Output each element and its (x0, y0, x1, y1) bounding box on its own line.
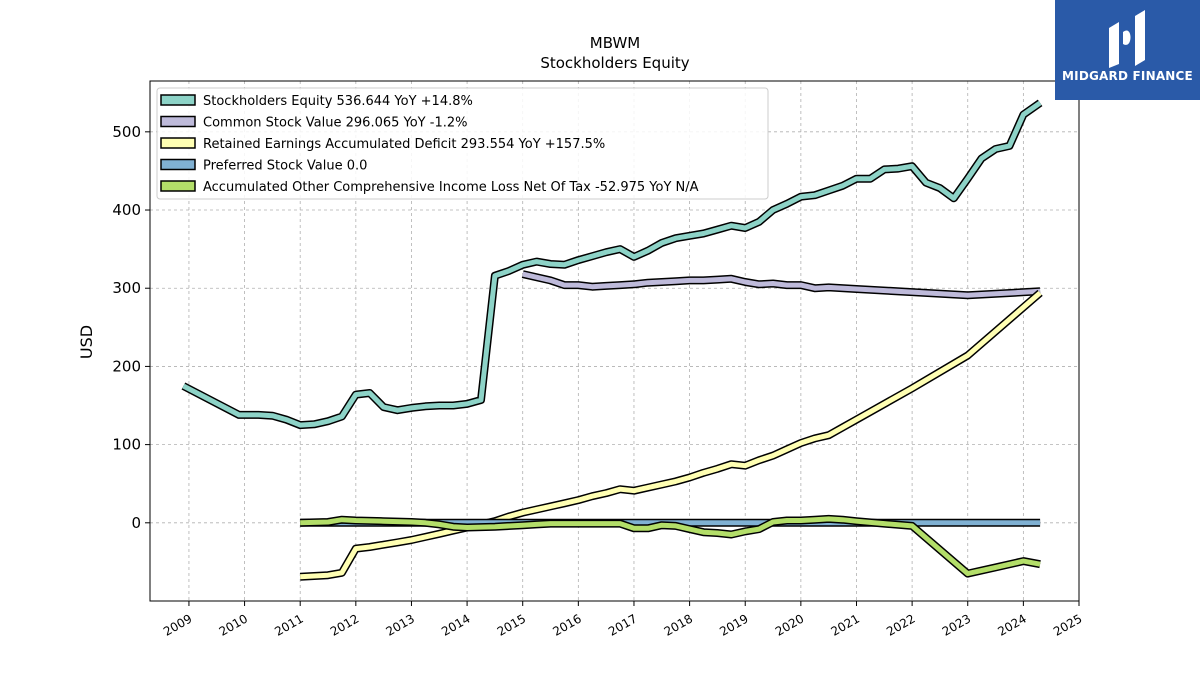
y-tick-label: 400 (112, 201, 141, 219)
series-layer (181, 99, 1043, 581)
y-tick-label: 300 (112, 279, 141, 297)
brand-name: MIDGARD FINANCE (1062, 69, 1193, 83)
y-axis-label: USD (77, 325, 96, 359)
chart-subtitle: Stockholders Equity (540, 54, 689, 72)
series-line (300, 291, 1042, 580)
series-line (522, 271, 1041, 298)
legend-label: Retained Earnings Accumulated Deficit 29… (203, 137, 605, 152)
midgard-logo-icon (1109, 10, 1145, 68)
y-tick-label: 100 (112, 436, 141, 454)
series-2 (299, 289, 1043, 581)
series-1 (521, 270, 1041, 300)
legend-label: Accumulated Other Comprehensive Income L… (203, 180, 699, 195)
y-tick-label: 200 (112, 357, 141, 375)
series-0 (181, 99, 1043, 430)
legend-label: Common Stock Value 296.065 YoY -1.2% (203, 116, 467, 131)
chart-title: MBWM (590, 34, 640, 52)
legend-swatch (160, 158, 196, 171)
legend-label: Stockholders Equity 536.644 YoY +14.8% (203, 94, 473, 109)
legend-swatch (160, 180, 196, 192)
y-tick-label: 0 (131, 514, 141, 532)
legend-swatch (160, 137, 196, 149)
y-tick-label: 500 (112, 123, 141, 141)
series-line (182, 100, 1042, 428)
legend-label: Preferred Stock Value 0.0 (203, 159, 367, 174)
plot-frame (149, 80, 1080, 602)
legend: Stockholders Equity 536.644 YoY +14.8% Co… (156, 87, 769, 200)
series-line (300, 516, 1041, 577)
legend-swatch (160, 94, 196, 106)
brand-logo-box: MIDGARD FINANCE (1055, 0, 1200, 100)
legend-box (156, 87, 769, 200)
series-4 (300, 514, 1041, 578)
legend-swatch (160, 115, 196, 128)
